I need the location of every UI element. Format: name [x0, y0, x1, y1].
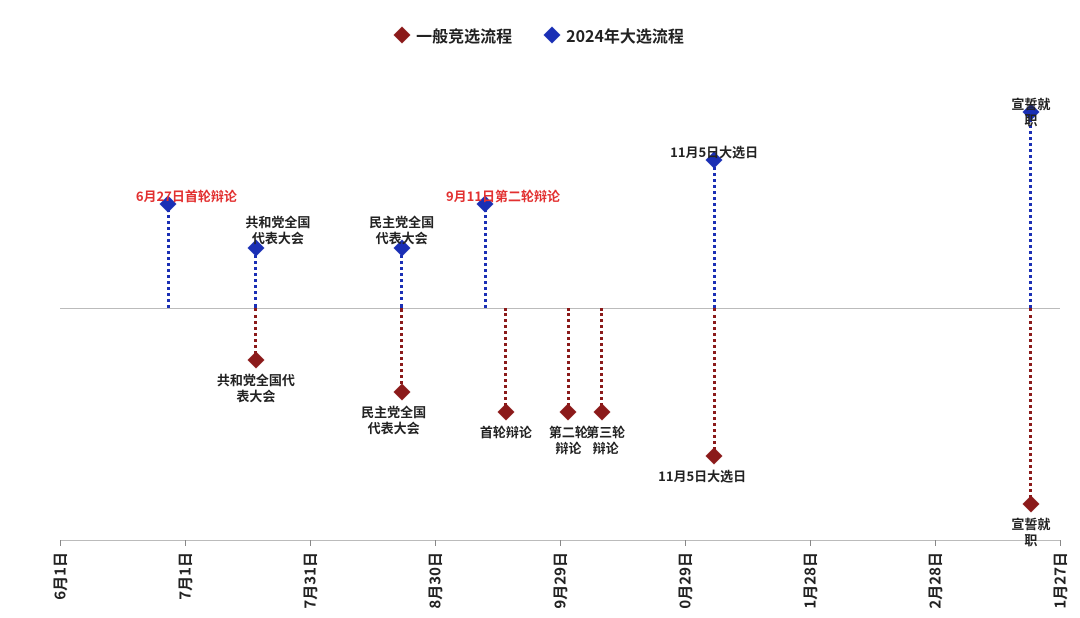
event-stem: [167, 204, 170, 308]
xtick-label: 8月30日: [425, 552, 446, 609]
legend-item-y2024: 2024年大选流程: [546, 23, 684, 47]
xtick-mark: [310, 540, 311, 546]
legend-marker-y2024: [544, 27, 561, 44]
event-label: 民主党全国 代表大会: [369, 214, 434, 247]
event-stem: [254, 248, 257, 308]
event-marker: [247, 352, 264, 369]
event-label: 宣誓就职: [1006, 96, 1055, 129]
event-marker: [593, 404, 610, 421]
event-marker: [1022, 496, 1039, 513]
event-stem: [713, 160, 716, 308]
event-label: 9月11日第二轮辩论: [446, 188, 560, 204]
event-stem: [400, 308, 403, 392]
event-label: 11月5日大选日: [658, 468, 746, 484]
event-stem: [1029, 112, 1032, 308]
event-label: 宣誓就职: [1006, 516, 1055, 549]
event-label: 11月5日大选日: [670, 144, 758, 160]
event-marker: [497, 404, 514, 421]
legend: 一般竞选流程 2024年大选流程: [0, 22, 1080, 47]
xtick-label: 6月1日: [50, 552, 71, 600]
xtick-label: 0月29日: [675, 552, 696, 609]
xtick-mark: [435, 540, 436, 546]
xtick-mark: [560, 540, 561, 546]
baseline-axis: [60, 308, 1060, 309]
event-marker: [560, 404, 577, 421]
legend-label-y2024: 2024年大选流程: [566, 23, 684, 47]
xtick-mark: [685, 540, 686, 546]
xtick-mark: [60, 540, 61, 546]
timeline-chart: 一般竞选流程 2024年大选流程 6月1日 7月1日 7月31日 8月30日 9月29日 0月…: [0, 0, 1080, 618]
xtick-mark: [935, 540, 936, 546]
xtick-label: 1月27日: [1050, 552, 1071, 609]
event-stem: [713, 308, 716, 456]
event-label: 民主党全国 代表大会: [361, 404, 426, 437]
legend-marker-general: [394, 27, 411, 44]
legend-item-general: 一般竞选流程: [396, 23, 512, 47]
event-label: 共和党全国 代表大会: [245, 214, 310, 247]
xtick-mark: [1060, 540, 1061, 546]
xtick-mark: [810, 540, 811, 546]
xtick-label: 7月31日: [300, 552, 321, 609]
event-stem: [1029, 308, 1032, 504]
xtick-label: 1月28日: [800, 552, 821, 609]
event-marker: [393, 384, 410, 401]
event-stem: [600, 308, 603, 412]
event-label: 6月27日首轮辩论: [136, 188, 237, 204]
xtick-label: 7月1日: [175, 552, 196, 600]
xtick-label: 2月28日: [925, 552, 946, 609]
event-label: 首轮辩论: [480, 424, 532, 440]
event-stem: [400, 248, 403, 308]
xtick-label: 9月29日: [550, 552, 571, 609]
event-label: 第三轮 辩论: [586, 424, 625, 457]
event-marker: [706, 448, 723, 465]
event-label: 第二轮 辩论: [549, 424, 588, 457]
event-label: 共和党全国代 表大会: [217, 372, 295, 405]
xtick-mark: [185, 540, 186, 546]
event-stem: [484, 204, 487, 308]
legend-label-general: 一般竞选流程: [416, 23, 512, 47]
event-stem: [504, 308, 507, 412]
event-stem: [567, 308, 570, 412]
